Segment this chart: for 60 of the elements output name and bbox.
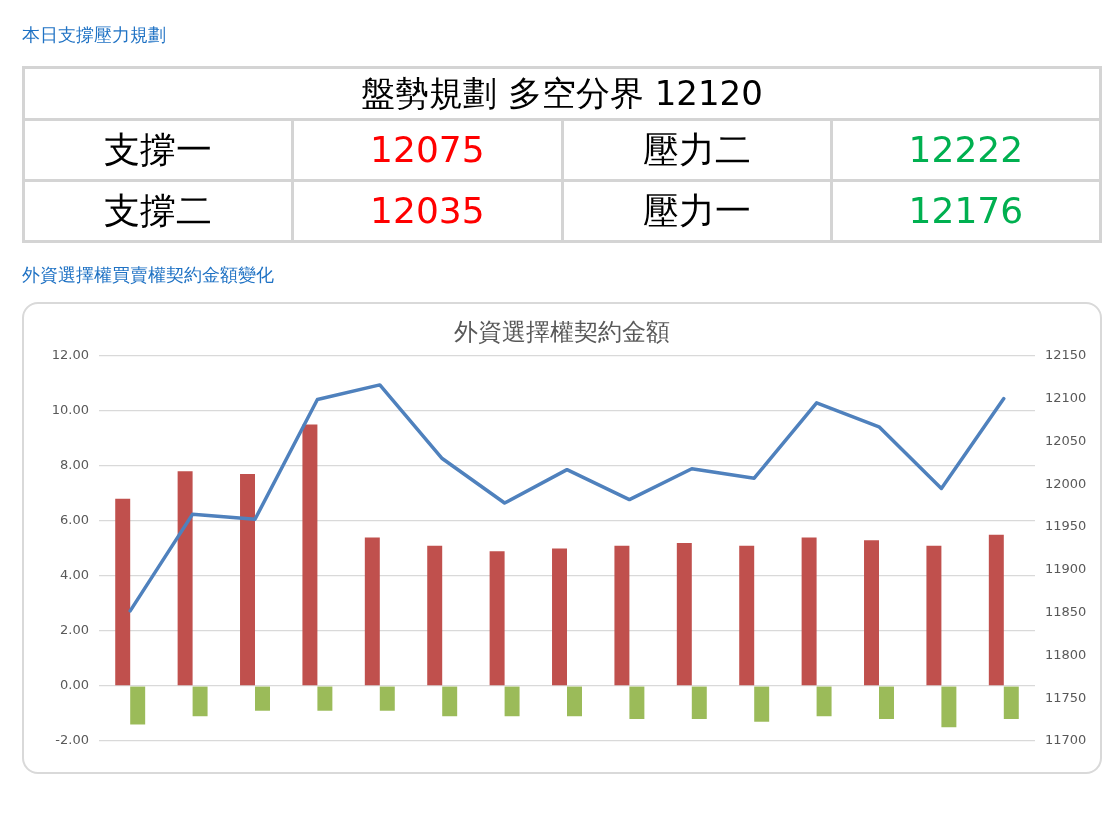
y-tick-label: 12.00 (51, 347, 89, 363)
bar (1003, 686, 1019, 719)
y2-tick-label: 11700 (1045, 732, 1087, 748)
y-tick-label: 4.00 (60, 567, 89, 583)
chart-title: 外資選擇權買賣權契約金額變化 (22, 264, 274, 286)
bar (879, 686, 894, 719)
y-tick-label: 2.00 (60, 622, 89, 638)
y-tick-label: -2.00 (55, 732, 89, 748)
y2-tick-label: 11800 (1045, 646, 1087, 662)
bar (801, 537, 817, 686)
chart-subtitle: 外資選擇權契約金額 (454, 317, 670, 346)
bar (864, 540, 879, 686)
bar (379, 686, 395, 711)
bar (816, 686, 832, 717)
y-tick-label: 6.00 (60, 512, 89, 528)
category-label: 壓力一 (562, 180, 832, 242)
bar (302, 424, 318, 686)
bar (629, 686, 645, 719)
y2-tick-label: 11750 (1045, 689, 1087, 705)
bar (926, 545, 942, 686)
bar (364, 537, 380, 686)
bar (427, 545, 443, 686)
bar (317, 686, 333, 711)
y2-tick-label: 11900 (1045, 561, 1087, 577)
bar (192, 686, 208, 717)
bar (614, 545, 630, 686)
y-tick-label: 0.00 (60, 677, 89, 693)
bar (739, 545, 755, 686)
category-label: 12035 (292, 180, 562, 242)
text: 本日支撐壓力規劃 (22, 24, 166, 46)
y-tick-label: 10.00 (51, 402, 89, 418)
y-tick-label: 8.00 (60, 457, 89, 473)
category-label: 支撐二 (23, 180, 293, 242)
bar (754, 686, 770, 722)
bar (988, 534, 1004, 686)
category-label: 12222 (831, 119, 1101, 181)
y2-tick-label: 12000 (1045, 475, 1087, 491)
bar (177, 471, 193, 686)
category-label: 12176 (831, 180, 1101, 242)
bar (567, 686, 582, 717)
category-label: 12075 (292, 119, 562, 181)
bar (552, 548, 567, 686)
y2-tick-label: 11950 (1045, 518, 1087, 534)
y2-tick-label: 12100 (1045, 389, 1087, 405)
bar (255, 686, 270, 711)
bar (691, 686, 707, 719)
bar (489, 551, 505, 686)
bar (941, 686, 957, 728)
bar (115, 498, 131, 686)
bar (504, 686, 520, 717)
category-label: 支撐一 (23, 119, 293, 181)
text: 盤勢規劃 多空分界 12120 (23, 67, 1101, 120)
y2-tick-label: 11850 (1045, 603, 1087, 619)
y2-tick-label: 12050 (1045, 432, 1087, 448)
category-label: 壓力二 (562, 119, 832, 181)
bar (442, 686, 458, 717)
bar (676, 542, 692, 686)
bar (130, 686, 146, 725)
bar (240, 474, 255, 686)
y2-tick-label: 12150 (1045, 347, 1087, 363)
